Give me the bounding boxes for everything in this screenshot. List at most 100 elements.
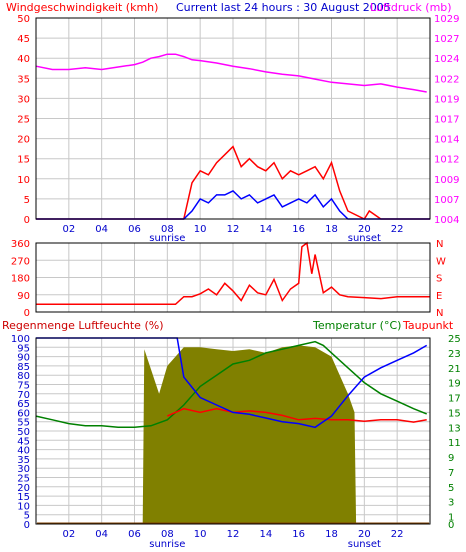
x-tick-label: 14 — [259, 224, 272, 235]
x-tick-label: 18 — [325, 224, 338, 235]
panel-frame — [35, 17, 431, 220]
y-tick-left: 50 — [17, 427, 30, 438]
y-tick-left: 40 — [17, 54, 30, 65]
panel-frame — [35, 242, 431, 313]
y-tick-left: 85 — [17, 362, 30, 373]
y-tick-left: 0 — [24, 308, 30, 319]
humidity-line — [36, 337, 428, 429]
y-tick-left: 80 — [17, 371, 30, 382]
y-tick-left: 50 — [17, 14, 30, 25]
y-tick-right: 7 — [448, 468, 454, 479]
y-tick-left: 0 — [24, 215, 30, 226]
y-tick-right: 1009 — [434, 175, 459, 186]
x-tick-label: 02 — [62, 529, 75, 540]
compass-tick: E — [436, 291, 442, 302]
y-tick-left: 15 — [17, 492, 30, 503]
y-tick-left: 35 — [17, 74, 30, 85]
y-tick-right: 3 — [448, 498, 454, 509]
y-tick-right: 1004 — [434, 215, 459, 226]
x-tick-label: 22 — [391, 529, 404, 540]
y-tick-left: 25 — [17, 474, 30, 485]
y-tick-left: 20 — [17, 483, 30, 494]
y-tick-right: 9 — [448, 453, 454, 464]
compass-tick: S — [436, 274, 442, 285]
y-tick-left: 5 — [24, 511, 30, 522]
y-tick-left: 30 — [17, 464, 30, 475]
y-tick-left: 10 — [17, 175, 30, 186]
y-tick-left: 55 — [17, 418, 30, 429]
y-tick-right: 21 — [448, 364, 461, 375]
dewpoint-label: Taupunkt — [402, 319, 454, 332]
x-tick-label: 12 — [227, 529, 240, 540]
y-tick-right: 5 — [448, 483, 454, 494]
y-tick-left: 25 — [17, 115, 30, 126]
y-tick-left: 5 — [24, 195, 30, 206]
x-tick-label: 12 — [227, 224, 240, 235]
y-tick-right: 1022 — [434, 74, 459, 85]
y-tick-left: 90 — [17, 353, 30, 364]
y-tick-left: 45 — [17, 34, 30, 45]
y-tick-right: 1029 — [434, 14, 459, 25]
rain-humidity-label: Regenmenge Luftfeuchte (%) — [2, 319, 163, 332]
x-tick-label: 22 — [391, 224, 404, 235]
sunrise-marker: sunrise — [149, 539, 185, 550]
x-tick-label: 18 — [325, 529, 338, 540]
y-tick-right: 1017 — [434, 115, 459, 126]
dewpoint-line — [166, 407, 427, 423]
y-tick-left: 35 — [17, 455, 30, 466]
rain-band — [37, 522, 429, 524]
y-tick-left: 95 — [17, 343, 30, 354]
y-tick-left: 360 — [11, 239, 30, 250]
y-tick-left: 270 — [11, 256, 30, 267]
x-tick-label: 16 — [292, 529, 305, 540]
temperature-label: Temperatur (°C) — [312, 319, 401, 332]
x-tick-label: 04 — [95, 224, 108, 235]
x-tick-label: 20 — [358, 224, 371, 235]
y-tick-right: 19 — [448, 379, 461, 390]
y-tick-right: 1024 — [434, 54, 459, 65]
y-tick-right: 1 — [448, 513, 454, 524]
sunshine-area — [36, 345, 430, 524]
panel-frame — [35, 337, 431, 525]
y-tick-left: 70 — [17, 390, 30, 401]
x-tick-label: 08 — [161, 224, 174, 235]
y-tick-right: 25 — [448, 334, 461, 345]
y-tick-right: 11 — [448, 438, 461, 449]
chart-title: Current last 24 hours : 30 August 2005 — [176, 1, 391, 14]
x-tick-label: 02 — [62, 224, 75, 235]
y-tick-right: 1007 — [434, 195, 459, 206]
y-tick-left: 40 — [17, 446, 30, 457]
y-tick-right: 0 — [448, 520, 454, 531]
compass-tick: N — [436, 239, 443, 250]
gust-line — [36, 145, 430, 220]
sunrise-marker: sunrise — [149, 233, 185, 244]
y-tick-left: 45 — [17, 436, 30, 447]
y-tick-left: 90 — [17, 291, 30, 302]
y-tick-left: 75 — [17, 381, 30, 392]
x-tick-label: 10 — [194, 224, 207, 235]
x-tick-label: 14 — [259, 529, 272, 540]
compass-tick: N — [436, 308, 443, 319]
y-tick-left: 10 — [17, 501, 30, 512]
y-tick-left: 30 — [17, 94, 30, 105]
wind-speed-line — [36, 189, 430, 220]
y-tick-left: 180 — [11, 274, 30, 285]
pressure-line — [35, 53, 427, 93]
x-tick-label: 20 — [358, 529, 371, 540]
y-tick-right: 23 — [448, 349, 461, 360]
y-tick-right: 15 — [448, 408, 461, 419]
y-tick-right: 1019 — [434, 94, 459, 105]
sunset-marker: sunset — [348, 233, 381, 244]
y-tick-left: 60 — [17, 408, 30, 419]
y-tick-right: 13 — [448, 423, 461, 434]
y-tick-left: 20 — [17, 135, 30, 146]
y-tick-right: 1027 — [434, 34, 459, 45]
x-tick-label: 06 — [128, 224, 141, 235]
x-tick-label: 16 — [292, 224, 305, 235]
pressure-label: Luftdruck (mb) — [370, 1, 452, 14]
x-tick-label: 06 — [128, 529, 141, 540]
sunset-marker: sunset — [348, 539, 381, 550]
y-tick-right: 1012 — [434, 155, 459, 166]
y-tick-left: 15 — [17, 155, 30, 166]
